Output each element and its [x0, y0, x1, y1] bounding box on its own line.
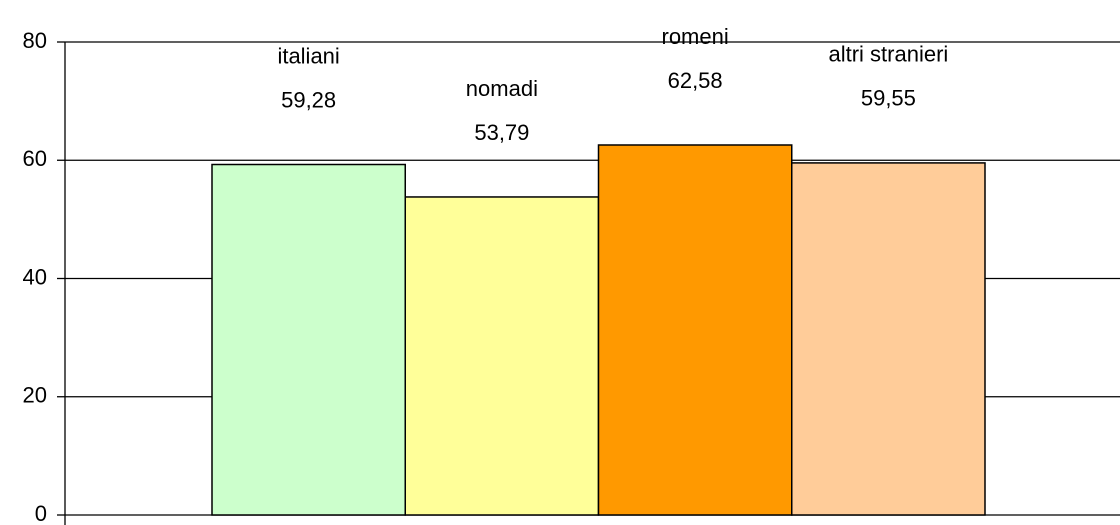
value-label: 62,58 [668, 68, 723, 93]
value-label: 59,28 [281, 87, 336, 112]
category-label: nomadi [466, 76, 538, 101]
y-tick-label: 0 [35, 501, 47, 525]
category-label: italiani [277, 43, 339, 68]
bar [211, 163, 406, 516]
bar [597, 144, 793, 516]
bar [404, 196, 600, 516]
y-tick-label: 40 [23, 264, 47, 289]
category-label: altri stranieri [828, 42, 948, 67]
category-label: romeni [662, 24, 729, 49]
value-label: 53,79 [474, 120, 529, 145]
y-tick-label: 20 [23, 383, 47, 408]
value-label: 59,55 [861, 86, 916, 111]
bar [791, 162, 986, 516]
y-tick-label: 60 [23, 146, 47, 171]
y-tick-label: 80 [23, 28, 47, 53]
